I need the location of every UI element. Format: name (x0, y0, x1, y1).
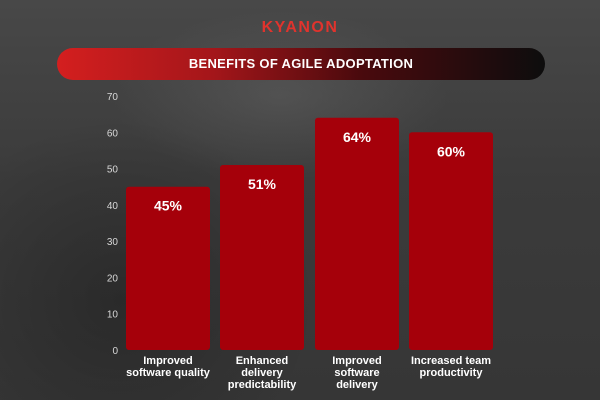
y-tick-label: 40 (107, 201, 119, 212)
value-labels: 45% 51% 64% 60% (154, 129, 466, 214)
y-tick-label: 70 (107, 92, 119, 103)
category-label-line: Increased team (411, 355, 491, 367)
category-label-line: predictability (228, 379, 297, 391)
bar-value-label: 51% (248, 176, 277, 192)
category-label-line: software quality (126, 367, 211, 379)
category-label: Enhanced delivery predictability (228, 355, 297, 391)
category-label-line: Improved (143, 355, 193, 367)
y-tick-label: 50 (107, 165, 119, 176)
chart-title: BENEFITS OF AGILE ADOPTATION (188, 56, 414, 71)
bar (126, 186, 210, 350)
title-banner: BENEFITS OF AGILE ADOPTATION (57, 48, 545, 80)
category-label: Increased team productivity (411, 355, 491, 379)
y-tick-label: 0 (112, 346, 118, 357)
bar-value-label: 64% (343, 129, 372, 145)
bar (409, 132, 493, 350)
bar (220, 164, 304, 350)
y-axis: 0 10 20 30 40 50 60 70 (107, 92, 119, 357)
category-label-line: productivity (420, 367, 484, 379)
category-label-line: delivery (336, 379, 378, 391)
category-label-line: delivery (241, 367, 283, 379)
bars (126, 117, 493, 351)
category-label: Improved software quality (126, 355, 211, 379)
y-tick-label: 20 (107, 273, 119, 284)
y-tick-label: 60 (107, 128, 119, 139)
category-label-line: Enhanced (236, 355, 289, 367)
kyanon-logo: KYANON (261, 19, 339, 36)
category-label-line: software (334, 367, 379, 379)
bar (315, 117, 399, 351)
y-tick-label: 30 (107, 237, 119, 248)
bar-value-label: 60% (437, 143, 466, 159)
bar-value-label: 45% (154, 198, 183, 214)
y-tick-label: 10 (107, 310, 119, 321)
category-label: Improved software delivery (332, 355, 382, 391)
category-label-line: Improved (332, 355, 382, 367)
